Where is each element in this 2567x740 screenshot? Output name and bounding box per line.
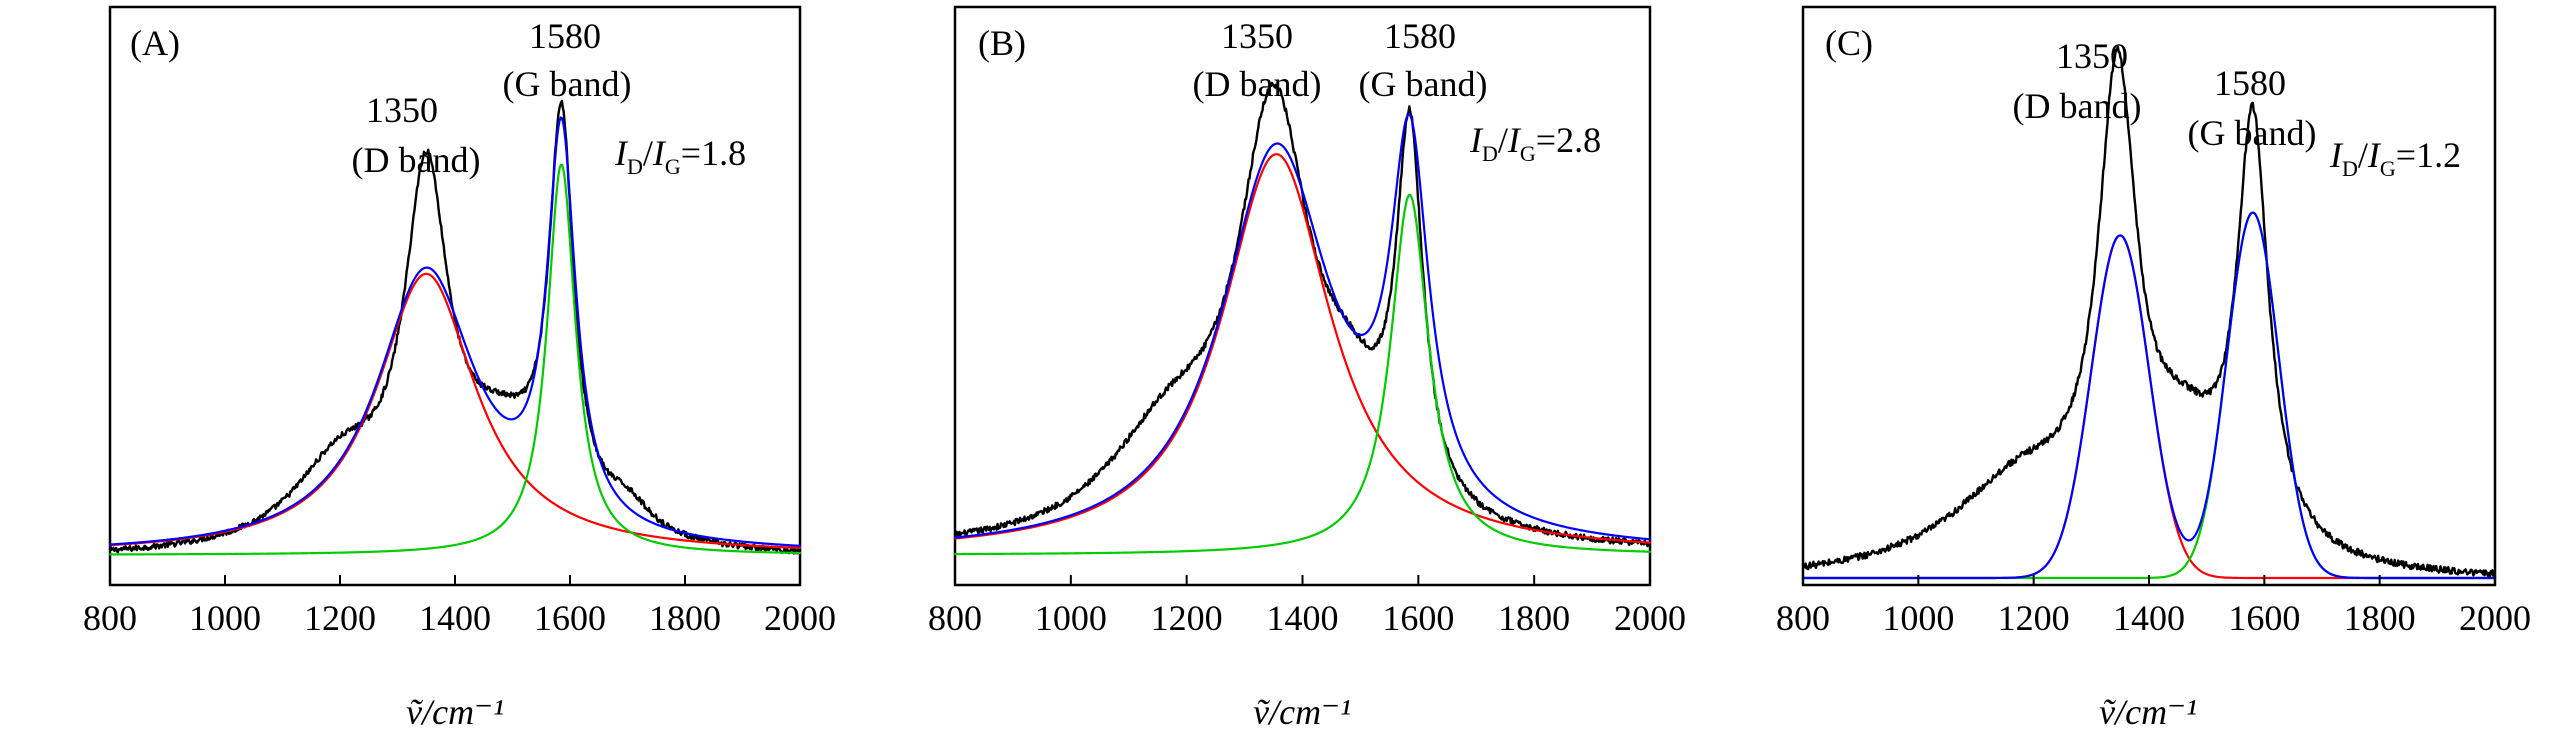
intensity-ratio: ID/IG=1.2 [2329, 135, 2461, 181]
x-tick-label: 1600 [1382, 598, 1454, 638]
g-band-label: (G band) [1359, 64, 1488, 104]
intensity-ratio: ID/IG=1.8 [614, 133, 746, 179]
x-tick-label: 1400 [2113, 598, 2185, 638]
g-band-wavenumber: 1580 [529, 16, 601, 56]
x-tick-label: 1600 [2228, 598, 2300, 638]
x-axis-title: ṽ/cm⁻¹ [1253, 692, 1351, 732]
measured-spectrum-line [1801, 45, 2497, 579]
x-tick-label: 1200 [304, 598, 376, 638]
x-tick-label: 2000 [2459, 598, 2531, 638]
x-tick-label: 1800 [1498, 598, 1570, 638]
spectrum-curves [953, 81, 1652, 556]
D-band-fit-line [953, 153, 1652, 544]
spectrum-curves [108, 99, 802, 556]
x-tick-label: 2000 [1614, 598, 1686, 638]
cumulative-fit-line [108, 116, 802, 547]
x-tick-label: 1600 [534, 598, 606, 638]
x-tick-label: 1400 [419, 598, 491, 638]
d-band-label: (D band) [1193, 64, 1322, 104]
panel-c: 800 1000 1200 1400 1600 1800 2000 (C) 1350 (D … [1776, 5, 2531, 732]
panel-label: (C) [1825, 23, 1873, 63]
cumulative-fit-line [1801, 211, 2497, 580]
x-axis-ticks: 800 1000 1200 1400 1600 1800 2000 [83, 575, 836, 638]
G-band-fit-line [1801, 211, 2497, 580]
intensity-ratio: ID/IG=2.8 [1469, 120, 1601, 166]
G-band-fit-line [953, 193, 1652, 556]
panel-a: 800 1000 1200 1400 1600 1800 2000 (A) 1350 (D … [83, 5, 836, 732]
x-axis-title: ṽ/cm⁻¹ [2099, 692, 2197, 732]
x-axis-ticks: 800 1000 1200 1400 1600 1800 2000 [1776, 575, 2531, 638]
cumulative-fit-line [953, 113, 1652, 541]
x-tick-label: 1000 [1035, 598, 1107, 638]
g-band-wavenumber: 1580 [1384, 16, 1456, 56]
panel-label: (A) [130, 23, 180, 63]
d-band-label: (D band) [352, 140, 481, 180]
x-tick-label: 1400 [1267, 598, 1339, 638]
d-band-wavenumber: 1350 [1221, 16, 1293, 56]
x-tick-label: 1000 [189, 598, 261, 638]
plot-frame [108, 5, 802, 587]
g-band-label: (G band) [503, 64, 632, 104]
x-tick-label: 1800 [649, 598, 721, 638]
spectrum-curves [1801, 45, 2497, 580]
d-band-wavenumber: 1350 [2056, 36, 2128, 76]
x-tick-label: 1200 [1998, 598, 2070, 638]
x-tick-label: 1000 [1882, 598, 1954, 638]
plot-frame [1801, 5, 2497, 587]
g-band-label: (G band) [2188, 113, 2317, 153]
x-tick-label: 1800 [2344, 598, 2416, 638]
x-tick-label: 800 [1776, 598, 1830, 638]
d-band-wavenumber: 1350 [366, 90, 438, 130]
x-axis-title: ṽ/cm⁻¹ [406, 692, 504, 732]
panel-label: (B) [978, 23, 1026, 63]
G-band-fit-line [108, 163, 802, 556]
x-tick-label: 800 [928, 598, 982, 638]
x-tick-label: 800 [83, 598, 137, 638]
d-band-label: (D band) [2013, 86, 2142, 126]
x-axis-ticks: 800 1000 1200 1400 1600 1800 2000 [928, 575, 1686, 638]
panel-b: 800 1000 1200 1400 1600 1800 2000 (B) 1350 (D … [928, 5, 1686, 732]
x-tick-label: 1200 [1151, 598, 1223, 638]
D-band-fit-line [1801, 234, 2497, 580]
g-band-wavenumber: 1580 [2214, 63, 2286, 103]
x-tick-label: 2000 [764, 598, 836, 638]
